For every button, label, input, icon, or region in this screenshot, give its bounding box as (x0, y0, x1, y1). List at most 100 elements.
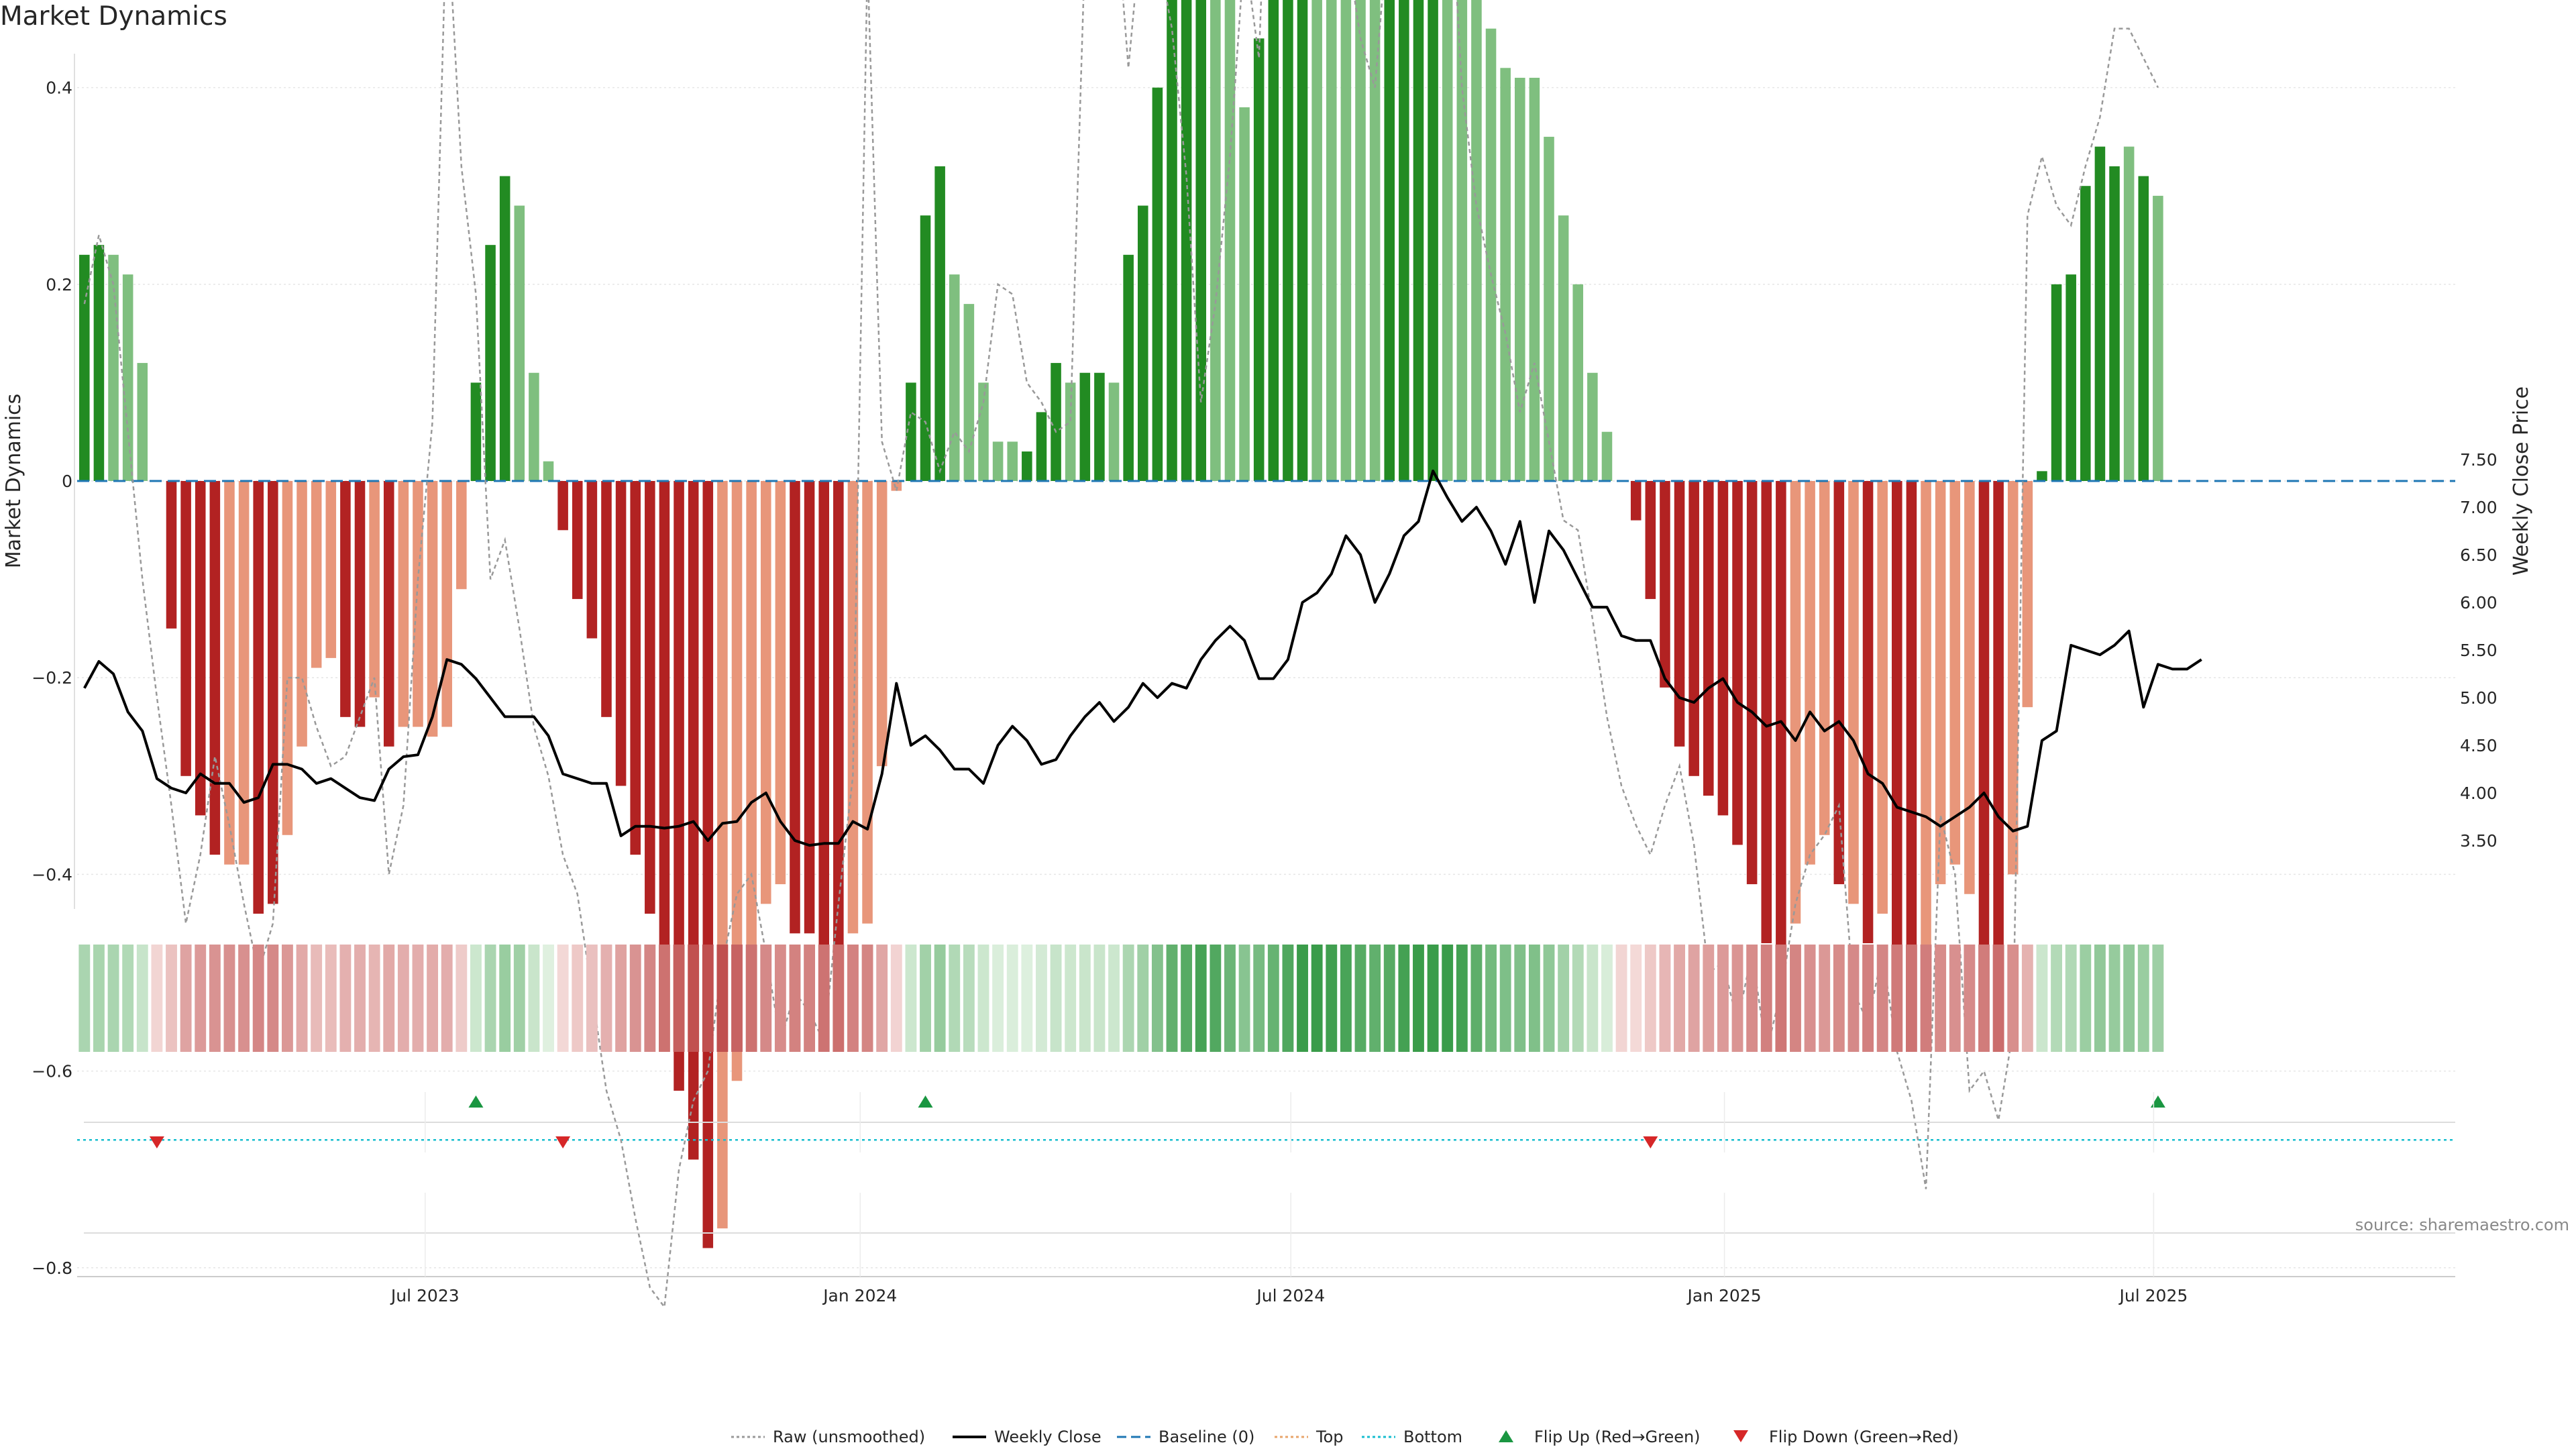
y-tick-label: −0.2 (32, 668, 72, 688)
heat-cell (1253, 945, 1265, 1052)
bar (543, 461, 554, 481)
bar (1833, 481, 1845, 885)
heat-cell (1485, 945, 1497, 1052)
heat-cell (572, 945, 584, 1052)
heat-cell (1456, 945, 1468, 1052)
line-series (77, 0, 2455, 1309)
heat-cell (760, 945, 772, 1052)
legend-label: Flip Down (Green→Red) (1769, 1428, 1959, 1446)
heat-cell (1413, 945, 1424, 1052)
heat-cell (1210, 945, 1222, 1052)
bar (1790, 481, 1801, 924)
bar (2022, 481, 2033, 708)
heat-cell (963, 945, 975, 1052)
heat-cell (905, 945, 917, 1052)
bar (2153, 195, 2163, 481)
bar (645, 481, 655, 914)
bar (354, 481, 366, 727)
heat-cell (267, 945, 279, 1052)
bar (557, 481, 568, 531)
bar (1544, 136, 1554, 481)
heat-cell (1079, 945, 1091, 1052)
heat-cell (1398, 945, 1410, 1052)
heat-cell (1978, 945, 1990, 1052)
heat-cell (1195, 945, 1207, 1052)
heat-cell (252, 945, 264, 1052)
y-tick-label: −0.4 (32, 865, 72, 884)
heat-cell (688, 945, 700, 1052)
heat-cell (1499, 945, 1511, 1052)
bar (847, 481, 859, 934)
y-right-axis-label: Weekly Close Price (2510, 386, 2533, 576)
legend-item: Top (1275, 1428, 1344, 1446)
heat-cell (1122, 945, 1134, 1052)
bar (1848, 481, 1859, 904)
bar (238, 481, 250, 865)
bar (804, 481, 815, 934)
heat-cell (1862, 945, 1874, 1052)
legend-label: Weekly Close (994, 1428, 1102, 1446)
heat-cell (876, 945, 888, 1052)
bar (441, 481, 452, 727)
bar (1587, 372, 1598, 481)
heat-cell (1587, 945, 1599, 1052)
bar (1514, 77, 1525, 481)
heat-cell (238, 945, 250, 1052)
heat-cell (644, 945, 656, 1052)
heat-cell (427, 945, 439, 1052)
bar (1253, 38, 1265, 482)
y-right-tick-label: 3.50 (2460, 831, 2498, 851)
bar (1108, 382, 1120, 481)
bar (383, 481, 394, 747)
bar (775, 481, 786, 885)
flip-down-marker (1643, 1136, 1658, 1148)
bar (529, 372, 539, 481)
y-right-tick-label: 6.50 (2460, 545, 2498, 565)
bar (572, 481, 583, 599)
heat-cell (397, 945, 409, 1052)
heat-cell (1833, 945, 1845, 1052)
bar (209, 481, 221, 855)
heat-cell (1804, 945, 1816, 1052)
y-right-tick-label: 7.50 (2460, 450, 2498, 470)
heat-cell (1819, 945, 1831, 1052)
bar (456, 481, 467, 590)
heat-cell (977, 945, 989, 1052)
bar (1007, 441, 1018, 481)
heat-cell (934, 945, 946, 1052)
bar (340, 481, 351, 717)
bar (1688, 481, 1699, 776)
heat-cell (1514, 945, 1526, 1052)
heat-cell (1905, 945, 1917, 1052)
heat-cell (325, 945, 337, 1052)
legend-item: Bottom (1362, 1428, 1462, 1446)
flip-markers (77, 1095, 2455, 1277)
heat-cell (1717, 945, 1729, 1052)
legend-label: Baseline (0) (1159, 1428, 1254, 1446)
bar (413, 481, 423, 727)
bar (1500, 68, 1511, 481)
bar (1413, 0, 1424, 482)
bar (934, 166, 945, 481)
bar (1906, 481, 1917, 1002)
heat-cell (1108, 945, 1120, 1052)
heat-cell (1601, 945, 1613, 1052)
heat-cell (2080, 945, 2092, 1052)
legend-label: Raw (unsmoothed) (773, 1428, 925, 1446)
heat-cell (1630, 945, 1642, 1052)
bar (586, 481, 598, 639)
bar (268, 481, 278, 904)
bar (833, 481, 844, 1022)
bar (1297, 0, 1308, 481)
heat-cell (1731, 945, 1743, 1052)
bar (920, 215, 931, 481)
heat-cell (2137, 945, 2149, 1052)
bar (2109, 166, 2120, 481)
bar (906, 382, 916, 481)
bar (978, 382, 989, 481)
bar (818, 481, 829, 1002)
bar (1892, 481, 1902, 973)
bar (746, 481, 757, 1012)
bar (2051, 284, 2062, 481)
